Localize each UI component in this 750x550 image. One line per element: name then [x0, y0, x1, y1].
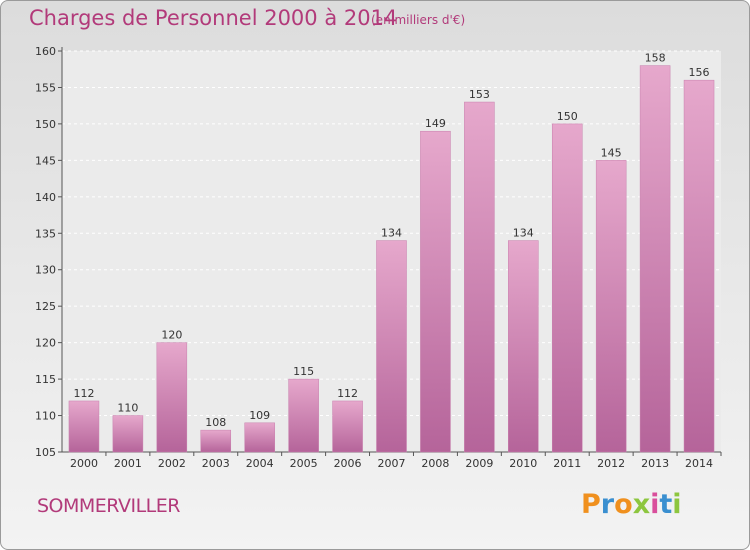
logo-letter: o: [614, 489, 633, 520]
bar: [595, 160, 627, 453]
bar-value-label: 109: [249, 409, 270, 422]
y-tick-label: 140: [35, 191, 56, 204]
x-tick-label: 2008: [421, 457, 449, 470]
bar: [244, 422, 275, 453]
x-tick-label: 2005: [290, 457, 318, 470]
bar-value-label: 134: [381, 227, 402, 240]
x-tick-label: 2010: [509, 457, 537, 470]
logo-letter: r: [600, 489, 615, 520]
logo-letter: x: [632, 489, 651, 520]
x-tick-label: 2014: [685, 457, 713, 470]
bar: [332, 400, 363, 453]
bar-value-label: 120: [161, 329, 182, 342]
bar-value-label: 158: [645, 52, 666, 65]
logo-letter: i: [650, 489, 660, 520]
bar-value-label: 153: [469, 88, 490, 101]
bar: [156, 342, 188, 453]
y-tick-label: 135: [35, 227, 56, 240]
bar: [68, 400, 100, 453]
bar-value-label: 145: [601, 146, 622, 159]
bar: [376, 240, 407, 453]
bar: [420, 130, 451, 453]
bar: [508, 240, 539, 453]
bar: [683, 79, 715, 453]
bar-value-label: 112: [73, 387, 94, 400]
bar-value-label: 149: [425, 117, 446, 130]
chart-subtitle: (en milliers d'€): [371, 13, 466, 27]
y-tick-label: 125: [35, 300, 56, 313]
x-tick-label: 2001: [114, 457, 142, 470]
logo-letter: i: [672, 489, 682, 520]
y-tick-label: 105: [35, 446, 56, 459]
y-tick-label: 145: [35, 154, 56, 167]
bar: [551, 123, 583, 453]
logo-letter: P: [581, 489, 601, 520]
bar-value-label: 156: [689, 66, 710, 79]
bar: [200, 429, 232, 453]
bar-value-label: 108: [205, 416, 226, 429]
x-tick-label: 2003: [202, 457, 230, 470]
x-tick-label: 2009: [465, 457, 493, 470]
bar: [639, 65, 671, 453]
chart-title: Charges de Personnel 2000 à 2014: [29, 6, 398, 30]
x-tick-label: 2002: [158, 457, 186, 470]
y-tick-label: 110: [35, 410, 56, 423]
x-tick-label: 2011: [553, 457, 581, 470]
bar-value-label: 150: [557, 110, 578, 123]
x-tick-label: 2006: [334, 457, 362, 470]
x-tick-label: 2012: [597, 457, 625, 470]
bar: [464, 101, 495, 453]
x-tick-label: 2013: [641, 457, 669, 470]
x-tick-label: 2000: [70, 457, 98, 470]
bar-value-label: 115: [293, 365, 314, 378]
x-tick-label: 2004: [246, 457, 274, 470]
y-tick-label: 150: [35, 118, 56, 131]
proxiti-logo: Proxiti: [581, 489, 682, 520]
y-tick-label: 155: [35, 81, 56, 94]
bar-value-label: 134: [513, 227, 534, 240]
bar: [112, 415, 144, 453]
y-tick-label: 160: [35, 45, 56, 58]
commune-name: SOMMERVILLER: [37, 495, 180, 517]
bar: [288, 378, 319, 453]
y-tick-label: 120: [35, 337, 56, 350]
bar-value-label: 110: [117, 402, 138, 415]
y-tick-label: 115: [35, 373, 56, 386]
y-tick-label: 130: [35, 264, 56, 277]
logo-letter: t: [659, 489, 673, 520]
x-tick-label: 2007: [378, 457, 406, 470]
bar-value-label: 112: [337, 387, 358, 400]
